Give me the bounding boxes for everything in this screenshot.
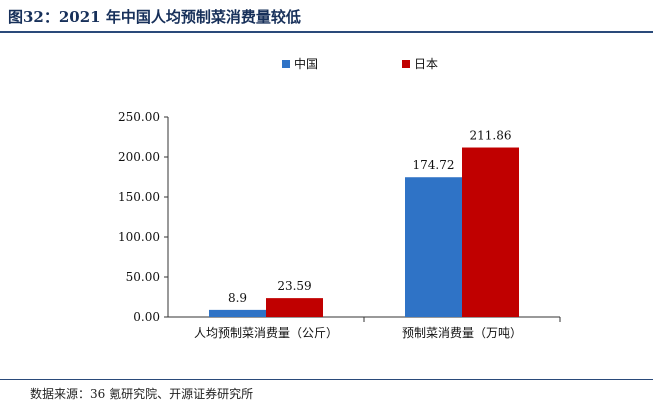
legend-label: 日本 (414, 57, 438, 71)
y-tick-label: 250.00 (118, 110, 160, 124)
data-label: 174.72 (413, 158, 455, 172)
legend-swatch-日本 (402, 60, 410, 68)
y-tick-label: 100.00 (118, 230, 160, 244)
y-tick-label: 0.00 (133, 310, 160, 324)
x-category-label: 预制菜消费量（万吨） (402, 326, 522, 340)
data-label: 8.9 (228, 291, 247, 305)
y-tick-label: 200.00 (118, 150, 160, 164)
bar-日本 (266, 298, 323, 317)
title-rule (0, 31, 653, 33)
bar-chart: 0.00 50.00 100.00 150.00 200.00 250.00 8.9 23.5… (118, 56, 561, 340)
legend-swatch-中国 (282, 60, 290, 68)
bar-日本 (462, 147, 519, 317)
y-tick-label: 150.00 (118, 190, 160, 204)
figure-title: 图32：2021 年中国人均预制菜消费量较低 (8, 8, 301, 26)
data-label: 23.59 (277, 279, 311, 293)
source-note: 数据来源：36 氪研究院、开源证券研究所 (30, 387, 254, 401)
bar-中国 (405, 177, 462, 317)
x-category-label: 人均预制菜消费量（公斤） (194, 326, 338, 340)
legend-label: 中国 (294, 56, 318, 71)
y-tick-label: 50.00 (126, 270, 160, 284)
bar-中国 (209, 309, 266, 317)
data-label: 211.86 (470, 129, 512, 143)
source-rule (0, 379, 653, 380)
